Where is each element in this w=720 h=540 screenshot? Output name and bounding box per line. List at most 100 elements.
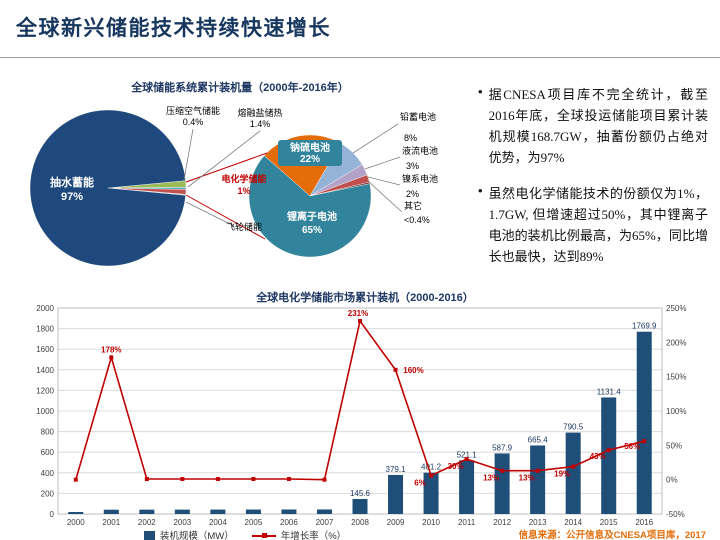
bar-2001 — [103, 509, 119, 514]
svg-text:13%: 13% — [519, 474, 535, 483]
bar-2006 — [281, 509, 297, 514]
line-group: 178% 231% 160% 6% 30% 13% 13% 19% 43% 56% — [73, 309, 647, 488]
point-2003 — [180, 476, 185, 481]
svg-text:401.2: 401.2 — [421, 463, 442, 472]
nickel-battery-pct: 2% — [406, 189, 419, 199]
bar-2016 — [636, 331, 652, 514]
combo-legend: 装机规模（MW） 年增长率（%） — [20, 528, 470, 540]
bar-2011 — [459, 460, 475, 514]
svg-text:178%: 178% — [101, 345, 121, 354]
svg-text:600: 600 — [41, 448, 55, 457]
svg-text:2010: 2010 — [422, 518, 440, 527]
svg-text:665.4: 665.4 — [528, 435, 549, 444]
bar-2003 — [174, 509, 190, 514]
explode-line-bottom — [185, 194, 266, 240]
bullet-text: 据CNESA项目库不完全统计，截至2016年底，全球投运储能项目累计装机规模16… — [488, 87, 708, 166]
svg-text:1400: 1400 — [36, 366, 54, 375]
legend-bar-label: 装机规模（MW） — [159, 531, 234, 540]
svg-text:0%: 0% — [666, 476, 678, 485]
svg-text:800: 800 — [41, 428, 55, 437]
source-note: 信息来源：公开信息及CNESA项目库，2017 — [518, 530, 706, 540]
bar-2014 — [565, 432, 581, 514]
svg-text:2014: 2014 — [564, 518, 582, 527]
svg-text:2013: 2013 — [529, 518, 547, 527]
others-pct: <0.4% — [404, 215, 430, 225]
svg-text:0: 0 — [50, 510, 55, 519]
flow-battery-leader — [364, 156, 401, 170]
point-2012 — [500, 468, 505, 473]
bullet-text: 虽然电化学储能技术的份额仅为1%，1.7GW, 但增速超过50%，其中锂离子电池… — [488, 186, 708, 265]
point-2002 — [144, 476, 149, 481]
svg-text:587.9: 587.9 — [492, 443, 513, 452]
title-divider — [0, 57, 720, 58]
svg-text:2016: 2016 — [635, 518, 653, 527]
bars-group: 145.6 379.1 401.2 521.1 587.9 665.4 790.5 1131.… — [68, 322, 657, 514]
li-ion-pct: 65% — [302, 225, 322, 236]
point-2015 — [606, 448, 611, 453]
pumped-hydro-label: 抽水蓄能 — [50, 175, 94, 189]
svg-text:521.1: 521.1 — [457, 450, 478, 459]
combo-chart: 0 200 400 600 800 1000 1200 1400 1600 1800 2000 -50… — [36, 304, 686, 527]
svg-text:-50%: -50% — [666, 510, 685, 519]
compressed-air-pct: 0.4% — [183, 117, 204, 127]
bullet-list: 据CNESA项目库不完全统计，截至2016年底，全球投运储能项目累计装机规模16… — [478, 84, 708, 282]
flow-battery-label: 液流电池 — [402, 145, 438, 156]
svg-text:2012: 2012 — [493, 518, 511, 527]
point-2011 — [464, 457, 469, 462]
svg-text:50%: 50% — [666, 441, 682, 450]
svg-text:2002: 2002 — [138, 518, 156, 527]
lead-battery-pct: 8% — [404, 133, 417, 143]
bar-2013 — [530, 445, 546, 514]
svg-text:2004: 2004 — [209, 518, 227, 527]
bar-2008 — [352, 499, 368, 514]
lead-battery-label: 铅蓄电池 — [400, 111, 436, 122]
bar-2009 — [388, 474, 404, 514]
svg-text:2011: 2011 — [458, 518, 476, 527]
svg-text:145.6: 145.6 — [350, 489, 371, 498]
svg-text:2000: 2000 — [67, 518, 85, 527]
bullet-item: 据CNESA项目库不完全统计，截至2016年底，全球投运储能项目累计装机规模16… — [478, 84, 708, 168]
svg-text:56%: 56% — [624, 442, 640, 451]
nas-label-box — [278, 140, 342, 166]
point-2005 — [251, 476, 256, 481]
combo-chart-title: 全球电化学储能市场累计装机（2000-2016） — [256, 292, 474, 304]
point-2009 — [393, 367, 398, 372]
bar-2010 — [423, 472, 439, 514]
others-leader — [368, 181, 403, 213]
bar-2015 — [601, 397, 617, 514]
legend-item-line: 年增长率（%） — [251, 528, 347, 540]
nickel-battery-label: 镍系电池 — [402, 173, 438, 184]
svg-text:400: 400 — [41, 469, 55, 478]
y-axis-right-labels: -50% 0% 50% 100% 150% 200% 250% — [666, 304, 686, 519]
svg-text:250%: 250% — [666, 304, 686, 313]
bar-2005 — [245, 509, 261, 514]
svg-text:231%: 231% — [348, 309, 368, 318]
compressed-air-leader — [183, 128, 194, 181]
y-axis-left-labels: 0 200 400 600 800 1000 1200 1400 1600 1800 2000 — [36, 304, 54, 519]
pie-detail-slice-5 — [248, 155, 372, 258]
svg-text:2015: 2015 — [600, 518, 618, 527]
bar-swatch-icon — [143, 530, 155, 540]
nas-battery-label: 钠硫电池 — [290, 141, 330, 154]
flow-battery-pct: 3% — [406, 161, 419, 171]
pie-main-slices — [29, 109, 187, 267]
svg-text:790.5: 790.5 — [563, 423, 584, 432]
point-2000 — [73, 477, 78, 482]
li-ion-label: 锂离子电池 — [287, 210, 337, 223]
explode-line-top — [185, 152, 268, 183]
svg-text:1200: 1200 — [36, 386, 54, 395]
point-2013 — [535, 468, 540, 473]
legend-line-label: 年增长率（%） — [280, 531, 347, 540]
electrochemical-label: 电化学储能 — [221, 173, 266, 184]
x-axis-labels: 2000 2001 2002 2003 2004 2005 2006 2007 2008 2009… — [67, 518, 654, 527]
svg-text:1800: 1800 — [36, 325, 54, 334]
svg-text:2005: 2005 — [245, 518, 263, 527]
grid-lines — [57, 307, 663, 515]
svg-text:100%: 100% — [666, 407, 686, 416]
molten-salt-leader — [187, 130, 261, 188]
svg-text:1000: 1000 — [36, 407, 54, 416]
point-2014 — [571, 464, 576, 469]
point-2008 — [358, 319, 362, 324]
molten-salt-pct: 1.4% — [250, 119, 271, 129]
bullet-marker — [478, 84, 483, 168]
